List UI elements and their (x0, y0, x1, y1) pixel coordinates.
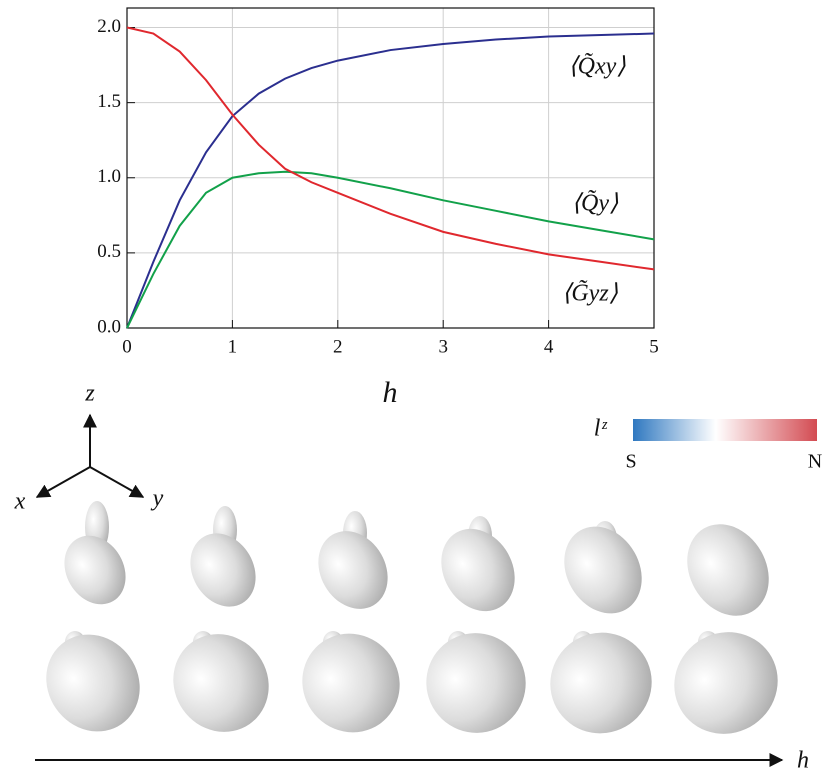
colorbar-min: S (625, 451, 636, 473)
shape (564, 526, 642, 614)
x-axis-label: h (383, 376, 398, 409)
plot: 0 1 2 3 4 5 0.0 0.5 1.0 1.5 2.0 ⟨Q̃xy⟩ ⟨Q̃y⟩ ⟨G̃yz⟩ (97, 7, 659, 357)
x-tick-label: 1 (228, 336, 238, 357)
shape (318, 531, 388, 609)
z-label: z (84, 381, 95, 407)
x-tick-label: 0 (122, 336, 132, 357)
shape (426, 633, 526, 733)
y-tick-label: 0.5 (97, 241, 121, 262)
series-line (126, 170, 655, 329)
colorbar-max: N (808, 451, 822, 473)
shape (173, 634, 269, 732)
shape (64, 535, 126, 605)
shape (441, 528, 515, 612)
shape (46, 634, 140, 732)
series-label: ⟨G̃yz⟩ (562, 279, 619, 306)
series-line (126, 32, 655, 329)
shapes (46, 501, 778, 734)
x-tick-label: 5 (649, 336, 659, 357)
shape (674, 632, 778, 734)
x-tick-label: 3 (438, 336, 448, 357)
y-tick-label: 1.5 (97, 91, 121, 112)
shape (550, 632, 652, 734)
y-tick-label: 0.0 (97, 316, 121, 337)
x-label: x (14, 489, 26, 515)
colorbar (633, 419, 817, 441)
h-arrow-label: h (797, 748, 809, 774)
plot-frame (126, 7, 655, 329)
y-axis (89, 466, 145, 498)
coordinate-axes (35, 413, 145, 498)
y-tick-label: 2.0 (97, 16, 121, 37)
x-axis (35, 466, 91, 498)
x-tick-label: 2 (333, 336, 343, 357)
series-label: ⟨Q̃xy⟩ (568, 52, 626, 79)
series-line (126, 26, 655, 271)
shape (190, 533, 256, 607)
x-tick-label: 4 (544, 336, 554, 357)
y-tick-label: 1.0 (97, 166, 121, 187)
y-label: y (151, 486, 164, 512)
shape (687, 524, 769, 616)
shape (302, 633, 400, 733)
colorbar-label: lᶻ (594, 416, 608, 442)
series-label: ⟨Q̃y⟩ (572, 189, 619, 216)
